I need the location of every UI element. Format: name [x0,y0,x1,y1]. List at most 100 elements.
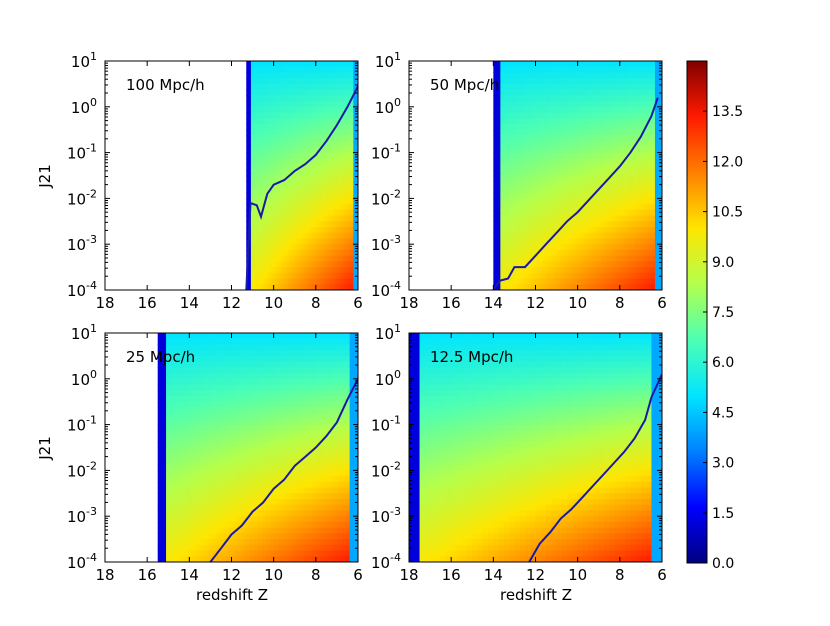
heatmap-cell [318,261,322,268]
heatmap-cell [309,146,313,154]
heatmap-cell [327,89,331,96]
heatmap-cell [271,141,275,148]
heatmap-cell [633,232,639,240]
heatmap-cell [290,232,294,240]
heatmap-cell [249,350,255,357]
heatmap-cell [195,544,201,552]
heatmap-cell [262,66,266,74]
heatmap-cell [274,192,278,199]
heatmap-cell [332,95,336,102]
heatmap-cell [316,272,320,280]
heatmap-cell [619,284,624,290]
heatmap-cell [640,169,646,177]
heatmap-cell [616,72,621,79]
heatmap-cell [320,164,324,171]
heatmap-cell [325,238,329,245]
heatmap-cell [178,516,184,523]
heatmap-cell [290,164,294,171]
heatmap-cell [211,430,217,437]
heatmap-cell [191,464,196,471]
heatmap-cell [203,458,209,466]
heatmap-cell [609,255,614,262]
heatmap-cell [637,278,642,285]
heatmap-cell [353,101,357,108]
heatmap-cell [228,418,234,426]
heatmap-cell [524,118,530,125]
heatmap-cell [269,112,273,119]
heatmap-cell [285,209,289,217]
heatmap-cell [295,72,299,79]
heatmap-cell [262,221,266,228]
heatmap-cell [228,361,234,368]
heatmap-cell [236,350,242,357]
heatmap-cell [598,169,603,177]
heatmap-cell [288,278,292,285]
heatmap-cell [288,232,292,240]
heatmap-cell [591,181,596,188]
heatmap-cell [260,164,264,171]
heatmap-cell [517,95,523,102]
heatmap-cell [517,192,523,199]
heatmap-cell [348,175,352,182]
heatmap-cell [609,123,614,131]
heatmap-cell [341,175,345,182]
heatmap-cell [514,152,519,159]
heatmap-cell [337,284,340,290]
heatmap-cell [318,89,322,96]
heatmap-cell [166,333,171,340]
heatmap-cell [616,141,621,148]
heatmap-cell [553,221,558,228]
heatmap-cell [207,453,213,460]
heatmap-cell [651,204,656,211]
heatmap-cell [304,278,308,285]
heatmap-cell [278,152,282,159]
heatmap-cell [344,227,347,234]
heatmap-cell [556,146,561,154]
heatmap-cell [584,72,589,79]
heatmap-cell [588,146,593,154]
heatmap-cell [528,112,533,119]
heatmap-cell [295,192,299,199]
heatmap-cell [316,95,320,102]
heatmap-cell [612,198,617,205]
heatmap-cell [157,516,163,523]
heatmap-cell [297,169,301,177]
heatmap-cell [304,164,308,171]
heatmap-cell [630,192,635,199]
heatmap-cell [570,78,575,85]
heatmap-cell [257,89,261,96]
heatmap-cell [228,390,234,397]
heatmap-cell [281,112,285,119]
heatmap-cell [318,186,322,194]
heatmap-cell [633,129,639,137]
heatmap-cell [182,378,188,386]
heatmap-cell [647,192,653,199]
heatmap-cell [556,169,561,177]
heatmap-cell [232,487,238,494]
heatmap-cell [220,470,226,477]
heatmap-cell [283,186,287,194]
heatmap-cell [563,232,568,240]
heatmap-cell [510,169,516,177]
heatmap-cell [211,413,217,420]
heatmap-cell [228,493,234,500]
heatmap-cell [306,129,310,137]
heatmap-cell [318,169,322,177]
heatmap-cell [588,129,593,137]
heatmap-cell [157,504,163,512]
heatmap-cell [546,61,551,68]
heatmap-cell [264,101,268,108]
heatmap-cell [271,89,275,96]
heatmap-cell [346,192,350,199]
heatmap-cell [297,232,301,240]
heatmap-cell [546,95,551,102]
heatmap-cell [644,221,649,228]
heatmap-cell [574,112,579,119]
heatmap-cell [334,249,338,257]
heatmap-cell [535,66,540,74]
heatmap-cell [276,152,280,159]
heatmap-cell [323,95,327,102]
heatmap-cell [626,181,631,188]
heatmap-cell [346,249,350,257]
heatmap-cell [313,221,317,228]
